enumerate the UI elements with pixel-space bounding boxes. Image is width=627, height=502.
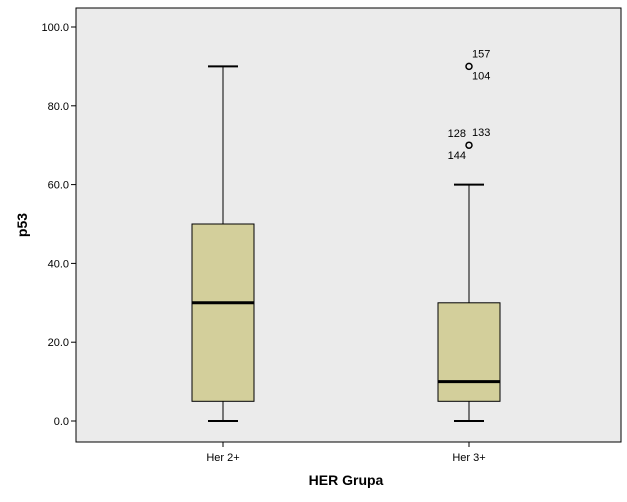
y-axis: 0.0 20.0 40.0 60.0 80.0 100.0 [41,22,76,428]
y-tick-label: 40.0 [48,258,69,270]
x-axis: Her 2+ Her 3+ [206,442,486,464]
outlier-label: 128 [448,128,466,140]
outlier-point [465,62,473,71]
outlier-point [465,141,473,149]
y-tick-label: 80.0 [48,101,69,113]
y-tick-label: 100.0 [41,22,69,34]
outlier-label: 157 [472,48,490,60]
outlier-label: 104 [472,70,490,82]
outlier-label: 133 [472,127,490,139]
iqr-box [191,223,255,402]
outlier-label: 144 [448,150,466,162]
y-tick-label: 60.0 [48,180,69,192]
iqr-box [437,302,501,402]
y-tick-label: 0.0 [54,416,69,428]
plot-area [75,7,622,443]
x-tick-label: Her 2+ [206,452,239,464]
x-tick-label: Her 3+ [452,452,485,464]
x-axis-title: HER Grupa [309,472,384,488]
box-series: 157 104 128 133 144 [191,48,501,422]
y-axis-title: p53 [14,213,30,237]
y-tick-label: 20.0 [48,337,69,349]
